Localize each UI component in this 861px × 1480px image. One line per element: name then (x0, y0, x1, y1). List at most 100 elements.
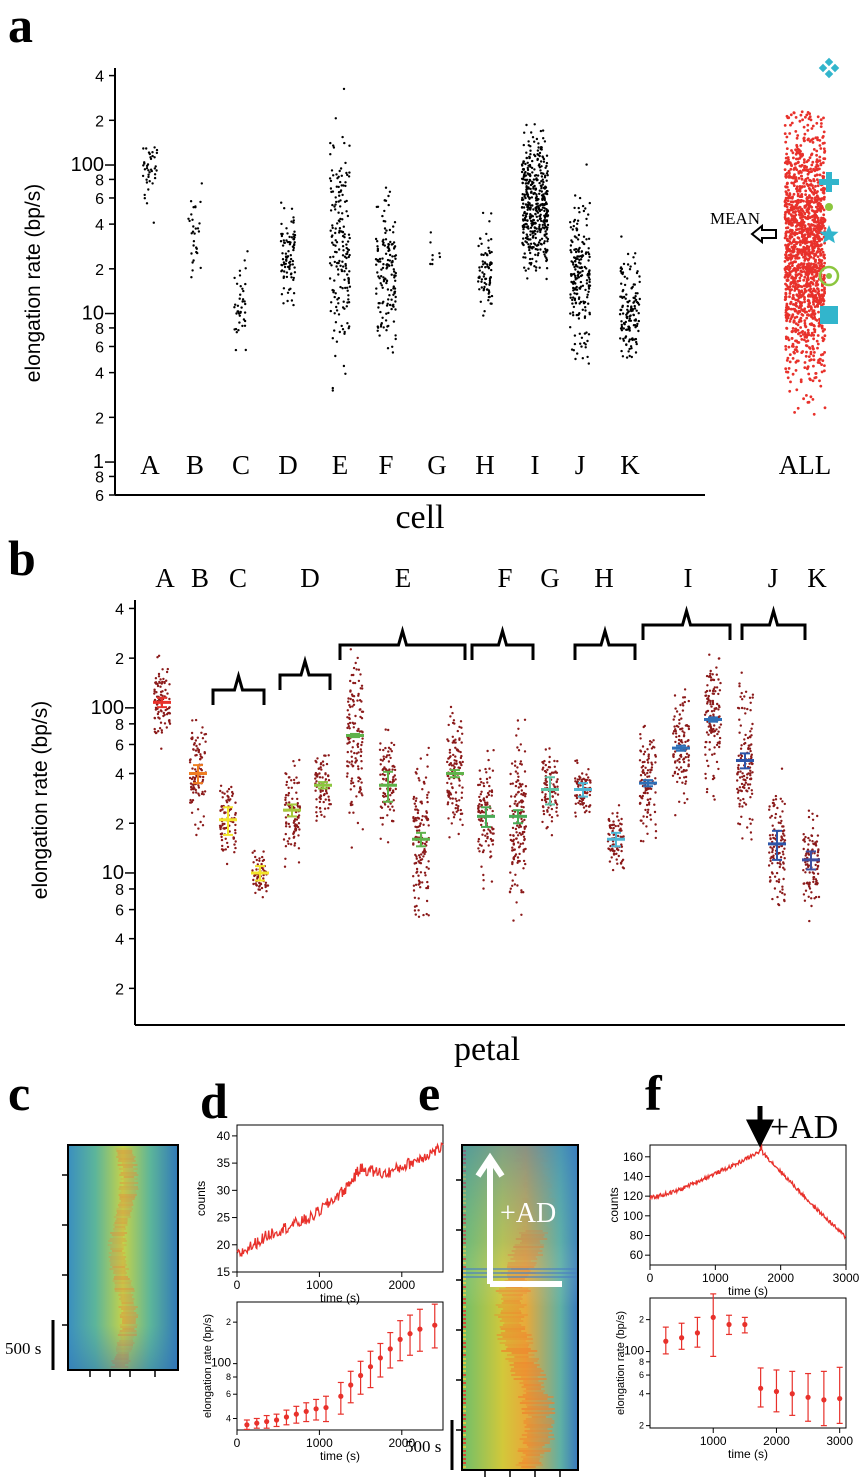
data-point (162, 677, 165, 681)
data-point (521, 164, 524, 167)
data-point (541, 156, 545, 159)
data-point (784, 221, 788, 225)
data-point (350, 755, 353, 758)
data-point (551, 795, 554, 798)
data-point (359, 708, 362, 711)
data-point (807, 355, 811, 358)
data-point (790, 337, 794, 340)
data-point (637, 329, 640, 333)
data-point (188, 776, 192, 780)
data-point (522, 237, 525, 240)
data-point (821, 161, 825, 165)
data-point (425, 899, 429, 903)
data-point (533, 191, 536, 195)
data-point (382, 263, 385, 266)
data-point (555, 771, 559, 774)
data-point (339, 199, 342, 202)
data-point (384, 728, 387, 731)
data-point (454, 807, 457, 810)
data-point (191, 261, 194, 264)
y-tick-label: 4 (95, 217, 104, 234)
data-point (744, 781, 748, 784)
data-point (574, 259, 577, 263)
data-point (481, 260, 484, 263)
data-point (426, 765, 429, 768)
data-point (349, 648, 352, 651)
data-point (324, 772, 327, 775)
data-point (427, 867, 430, 870)
data-point (289, 257, 293, 261)
data-point (414, 913, 417, 916)
data-point (350, 760, 354, 763)
data-point (394, 334, 397, 337)
data-point (647, 808, 650, 811)
data-point (386, 258, 390, 262)
data-point (293, 842, 297, 845)
data-point (293, 830, 296, 833)
data-point (348, 811, 351, 814)
data-point (784, 367, 788, 371)
data-point (156, 712, 160, 716)
data-point (346, 760, 349, 763)
data-point (335, 241, 339, 244)
data-point (375, 287, 378, 290)
data-point (816, 249, 820, 253)
data-point (536, 219, 539, 222)
data-point (792, 184, 796, 188)
data-point (816, 115, 820, 119)
data-point (159, 721, 163, 724)
data-point (708, 722, 711, 725)
data-point (387, 746, 391, 749)
data-point (155, 148, 159, 152)
data-point (587, 253, 591, 256)
data-point (485, 288, 489, 291)
data-point (514, 770, 518, 773)
data-point (813, 220, 817, 224)
data-point (790, 149, 793, 152)
data-point (713, 724, 716, 727)
data-point (415, 855, 418, 858)
data-point (238, 269, 242, 272)
data-point (740, 671, 743, 674)
data-point (581, 778, 584, 781)
data-point (427, 824, 430, 827)
data-point (570, 251, 573, 254)
data-point (333, 260, 336, 264)
data-point (376, 205, 380, 208)
data-point (381, 816, 385, 820)
data-point (165, 679, 168, 682)
data-point (346, 301, 349, 304)
data-point (525, 151, 528, 154)
data-point (201, 790, 204, 794)
data-point (785, 182, 789, 186)
data-point (526, 168, 530, 172)
data-point (540, 172, 543, 175)
y-tick-label: 1 (93, 451, 104, 473)
data-point (823, 351, 826, 354)
data-point (784, 287, 788, 291)
data-point (650, 747, 654, 750)
data-point (385, 279, 389, 283)
data-point (386, 266, 389, 269)
category-label: D (278, 450, 298, 480)
data-point (415, 867, 419, 871)
data-point (553, 765, 556, 768)
data-point (518, 801, 521, 804)
data-point (523, 770, 527, 773)
data-point (426, 753, 429, 757)
data-point (533, 168, 536, 171)
data-point (576, 778, 579, 781)
data-point (530, 261, 533, 265)
panel-label-c: c (8, 1065, 30, 1121)
data-point (798, 266, 802, 269)
data-point (636, 301, 640, 305)
data-point (384, 746, 387, 750)
data-point (587, 251, 590, 254)
data-point (713, 746, 716, 749)
data-point (798, 205, 802, 209)
data-point (261, 855, 264, 859)
data-point (153, 167, 156, 170)
data-point (199, 200, 202, 204)
data-point (480, 280, 483, 283)
data-point (800, 338, 804, 341)
